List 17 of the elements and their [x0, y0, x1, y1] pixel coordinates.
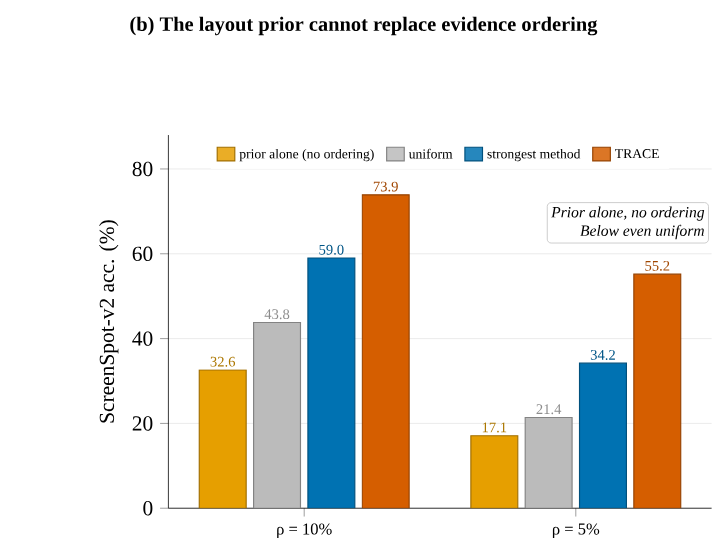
y-tick-label: 60: [132, 246, 153, 261]
bar: [253, 321, 302, 509]
y-axis-title: ScreenSpot-v2 acc. (%): [99, 220, 119, 423]
y-tick-label: 80: [132, 161, 153, 176]
bar: [524, 416, 573, 509]
y-tick-label: 0: [143, 500, 153, 516]
bar: [633, 273, 682, 509]
chart-title: (b) The layout prior cannot replace evidence ordering: [130, 16, 598, 36]
y-tick-label: 40: [132, 331, 153, 346]
bar: [307, 257, 356, 509]
x-tick-label: ρ = 5%: [552, 523, 600, 538]
bar: [361, 194, 410, 509]
bar: [578, 362, 628, 509]
x-tick-label: ρ = 10%: [277, 523, 332, 538]
bar: [470, 434, 519, 509]
bar: [198, 369, 247, 509]
y-tick-label: 20: [132, 415, 153, 431]
